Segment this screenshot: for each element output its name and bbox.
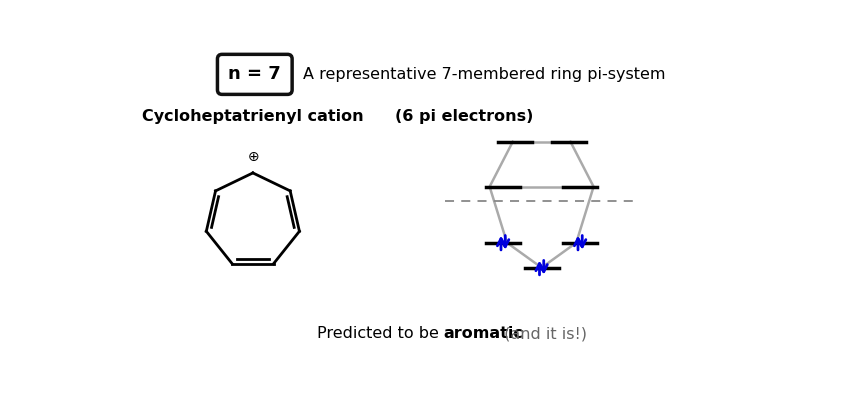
Text: (6 pi electrons): (6 pi electrons): [396, 109, 533, 124]
Text: A representative 7-membered ring pi-system: A representative 7-membered ring pi-syst…: [303, 67, 665, 82]
Text: n = 7: n = 7: [229, 65, 281, 83]
Text: Predicted to be: Predicted to be: [317, 326, 444, 341]
Text: $\oplus$: $\oplus$: [247, 151, 259, 164]
Text: aromatic: aromatic: [444, 326, 524, 341]
Text: Cycloheptatrienyl cation: Cycloheptatrienyl cation: [142, 109, 364, 124]
FancyBboxPatch shape: [217, 54, 292, 94]
Text: (and it is!): (and it is!): [500, 326, 587, 341]
